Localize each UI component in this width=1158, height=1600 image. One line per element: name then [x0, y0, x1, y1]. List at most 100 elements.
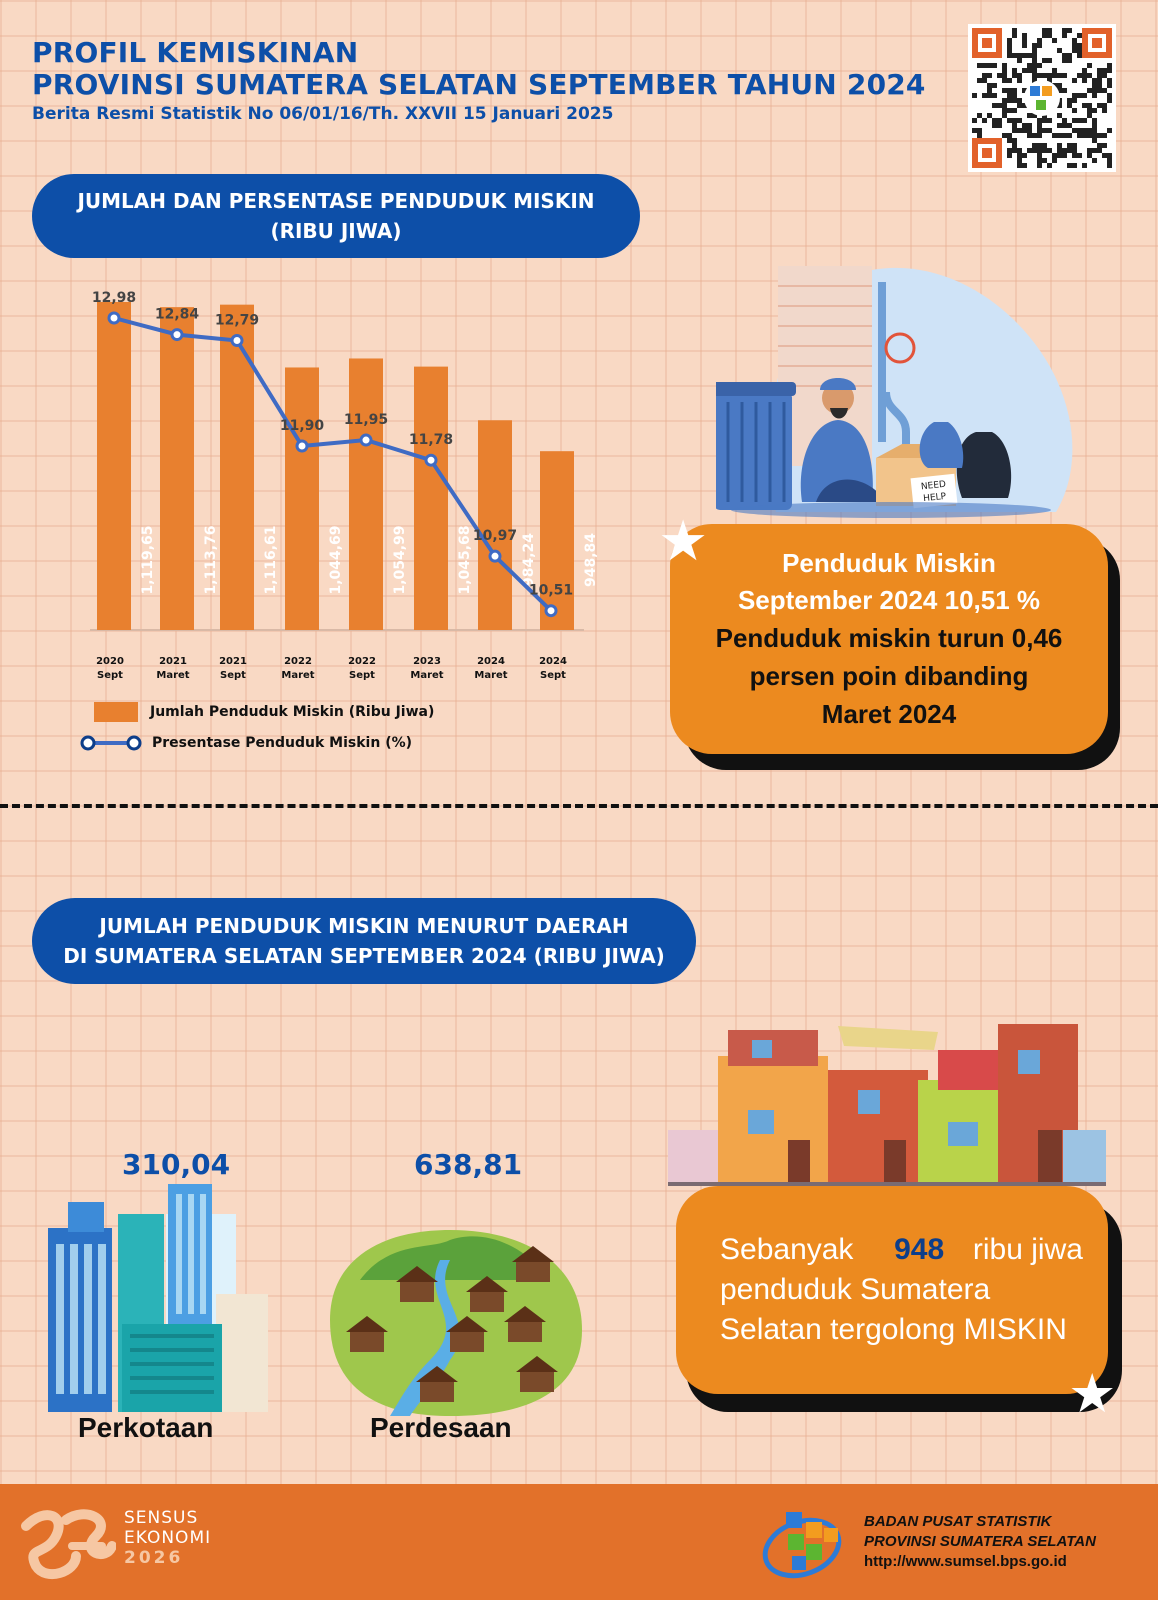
sign-text-line2: HELP: [923, 492, 947, 504]
card1-line1: Penduduk Miskin: [782, 548, 996, 578]
bar-value-label: 1,116,61: [263, 525, 279, 594]
card2-suffix: ribu jiwa: [972, 1233, 1083, 1266]
x-tick-period: Sept: [540, 670, 566, 681]
bar-value-label: 984,24: [521, 533, 537, 587]
x-tick-period: Maret: [474, 670, 507, 681]
bar: [220, 304, 254, 630]
legend-bar-item: Jumlah Penduduk Miskin (Ribu Jiwa): [94, 702, 434, 722]
x-tick-period: Sept: [349, 670, 375, 681]
x-tick-year: 2022: [348, 656, 376, 667]
bps-logo: [762, 1512, 842, 1579]
qr-code: [968, 24, 1116, 172]
bar: [285, 367, 319, 630]
footer: SENSUS EKONOMI 2026 BADAN PUSAT STATISTI…: [0, 1484, 1158, 1600]
line-point: [170, 328, 184, 342]
card2-line3: Selatan tergolong MISKIN: [720, 1313, 1067, 1346]
bar-value-label: 948,84: [583, 533, 599, 587]
sensus-line3: 2026: [124, 1548, 184, 1568]
x-tick-year: 2023: [413, 656, 441, 667]
percentage-label: 10,51: [529, 583, 573, 599]
summary-card-total: Sebanyak 948 ribu jiwa penduduk Sumatera…: [676, 1186, 1126, 1416]
x-tick-year: 2020: [96, 656, 124, 667]
percentage-label: 12,98: [92, 290, 136, 306]
bar: [414, 366, 448, 630]
bar-value-label: 1,113,76: [203, 525, 219, 594]
percentage-label: 12,79: [215, 313, 259, 329]
bar-value-label: 1,119,65: [140, 525, 156, 594]
bar-value-label: 1,044,69: [328, 525, 344, 594]
x-tick-year: 2021: [219, 656, 247, 667]
bar-value-label: 1,045,68: [457, 525, 473, 594]
card1-line4: persen poin dibanding: [749, 661, 1029, 691]
x-tick-period: Sept: [220, 670, 246, 681]
page-title-line2: PROVINSI SUMATERA SELATAN SEPTEMBER TAHU…: [32, 68, 926, 101]
bar: [97, 302, 131, 630]
bar: [349, 358, 383, 630]
percentage-label: 11,95: [344, 412, 388, 428]
rural-value: 638,81: [414, 1148, 523, 1181]
section-header-line2: (RIBU JIWA): [270, 219, 402, 243]
card2-prefix: Sebanyak: [720, 1233, 854, 1266]
legend-bar-swatch: [94, 702, 138, 722]
village-icon: [330, 1230, 582, 1416]
org-name-line1: BADAN PUSAT STATISTIK: [864, 1513, 1052, 1530]
line-point: [295, 439, 309, 453]
card2-line1: Sebanyak 948 ribu jiwa: [720, 1230, 1083, 1270]
star-icon: ★: [658, 509, 709, 574]
legend-bar-label: Jumlah Penduduk Miskin (Ribu Jiwa): [150, 704, 435, 720]
x-tick-year: 2022: [284, 656, 312, 667]
legend-line-swatch: [80, 735, 142, 751]
card-body: Penduduk Miskin September 2024 10,51 % P…: [670, 524, 1108, 754]
card2-line2: penduduk Sumatera: [720, 1273, 991, 1306]
x-tick-period: Sept: [97, 670, 123, 681]
line-point: [544, 604, 558, 618]
urban-label: Perkotaan: [78, 1412, 214, 1443]
card1-line3: Penduduk miskin turun 0,46: [715, 623, 1063, 653]
rural-label: Perdesaan: [370, 1412, 512, 1443]
org-name-line2: PROVINSI SUMATERA SELATAN: [864, 1533, 1096, 1550]
x-tick-year: 2024: [539, 656, 567, 667]
sensus-line2: EKONOMI: [124, 1528, 212, 1548]
summary-card-percentage: Penduduk Miskin September 2024 10,51 % P…: [670, 524, 1126, 780]
section-header-poverty: JUMLAH DAN PERSENTASE PENDUDUK MISKIN (R…: [32, 174, 640, 258]
legend-line-item: Presentase Penduduk Miskin (%): [80, 734, 412, 752]
urban-value: 310,04: [122, 1148, 231, 1181]
page-subtitle: Berita Resmi Statistik No 06/01/16/Th. X…: [32, 104, 614, 124]
section-header-line1: JUMLAH DAN PERSENTASE PENDUDUK MISKIN: [77, 189, 595, 213]
bar: [478, 420, 512, 630]
legend-line-label: Presentase Penduduk Miskin (%): [152, 735, 413, 751]
card1-line5: Maret 2024: [821, 699, 957, 729]
bar: [540, 451, 574, 630]
line-point: [488, 549, 502, 563]
slum-houses-illustration: [668, 1024, 1106, 1186]
bar: [160, 307, 194, 630]
percentage-label: 12,84: [155, 307, 200, 323]
line-point: [230, 334, 244, 348]
card2-number: 948: [894, 1233, 945, 1266]
percentage-label: 10,97: [473, 528, 517, 544]
star-icon-2: ★: [1068, 1362, 1117, 1425]
line-point: [107, 311, 121, 325]
org-url[interactable]: http://www.sumsel.bps.go.id: [864, 1553, 1067, 1570]
sensus-line1: SENSUS: [124, 1508, 199, 1528]
percentage-label: 11,78: [409, 432, 453, 448]
section-header-region: JUMLAH PENDUDUK MISKIN MENURUT DAERAH DI…: [32, 898, 696, 984]
city-buildings-icon: [48, 1184, 268, 1412]
percentage-label: 11,90: [280, 418, 325, 434]
section-divider: [0, 804, 1158, 808]
x-tick-period: Maret: [410, 670, 443, 681]
bar-value-label: 1,054,99: [392, 525, 408, 594]
x-tick-period: Maret: [156, 670, 189, 681]
card2-body: Sebanyak 948 ribu jiwa penduduk Sumatera…: [676, 1186, 1108, 1394]
line-point: [424, 453, 438, 467]
x-tick-period: Maret: [281, 670, 314, 681]
line-point: [359, 433, 373, 447]
section2-header-line2: DI SUMATERA SELATAN SEPTEMBER 2024 (RIBU…: [63, 944, 665, 968]
x-tick-year: 2021: [159, 656, 187, 667]
percentage-line: [113, 316, 553, 613]
homeless-illustration: NEED HELP: [716, 266, 1073, 518]
page-title: PROFIL KEMISKINAN: [32, 36, 359, 69]
sensus-ekonomi-logo: [21, 1509, 116, 1580]
poverty-chart: 1,119,65 1,113,76 1,116,61 1,044,69 1,054,99…: [90, 290, 599, 681]
sign-text-line1: NEED: [920, 480, 946, 493]
